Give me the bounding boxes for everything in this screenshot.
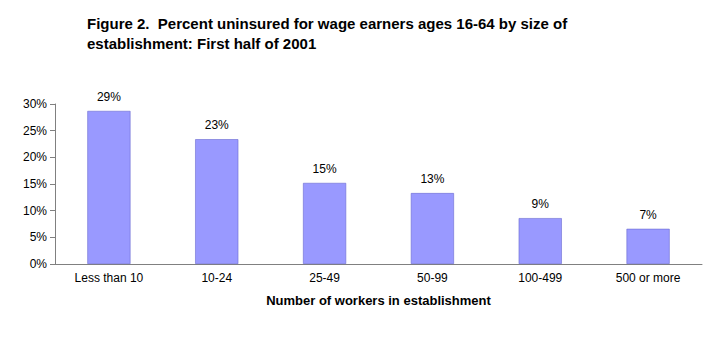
svg-text:29%: 29% xyxy=(97,90,121,104)
svg-text:0%: 0% xyxy=(30,257,48,271)
svg-text:20%: 20% xyxy=(23,150,47,164)
svg-text:500 or more: 500 or more xyxy=(616,271,681,285)
svg-text:25%: 25% xyxy=(23,124,47,138)
svg-text:10-24: 10-24 xyxy=(201,271,232,285)
svg-text:23%: 23% xyxy=(205,118,229,132)
svg-text:13%: 13% xyxy=(420,172,444,186)
svg-text:30%: 30% xyxy=(23,97,47,111)
svg-text:establishment: First half of 2: establishment: First half of 2001 xyxy=(87,35,316,52)
svg-text:10%: 10% xyxy=(23,204,47,218)
svg-text:Less than 10: Less than 10 xyxy=(75,271,144,285)
svg-text:9%: 9% xyxy=(532,197,550,211)
svg-text:Number of workers in establish: Number of workers in establishment xyxy=(266,293,491,308)
svg-text:Figure 2. Percent uninsured f: Figure 2. Percent uninsured for wage ear… xyxy=(87,15,571,32)
svg-text:100-499: 100-499 xyxy=(518,271,562,285)
svg-text:5%: 5% xyxy=(30,230,48,244)
svg-text:25-49: 25-49 xyxy=(309,271,340,285)
svg-text:15%: 15% xyxy=(23,177,47,191)
svg-text:7%: 7% xyxy=(639,208,657,222)
svg-text:15%: 15% xyxy=(313,162,337,176)
svg-text:50-99: 50-99 xyxy=(417,271,448,285)
